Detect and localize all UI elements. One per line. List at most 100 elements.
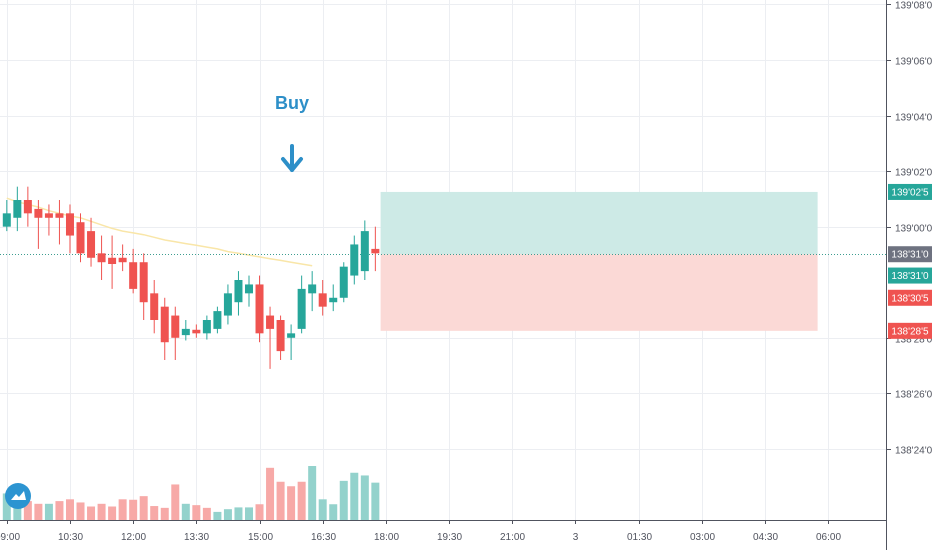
volume-bar	[139, 496, 148, 520]
candle[interactable]	[76, 213, 85, 263]
candle[interactable]	[318, 280, 327, 316]
volume-bar	[287, 486, 296, 520]
candle-body	[339, 266, 348, 298]
candle[interactable]	[44, 204, 53, 236]
price-tag: 138'31'0	[888, 246, 932, 263]
volume-bar	[108, 506, 117, 520]
volume-bar	[223, 509, 232, 520]
candle[interactable]	[213, 306, 222, 334]
y-axis-tick-label: 139'08'0	[895, 1, 932, 12]
candle[interactable]	[350, 235, 359, 285]
price-tag-background	[888, 322, 932, 339]
candle[interactable]	[287, 324, 296, 360]
x-axis-tick-label: 10:30	[58, 532, 83, 543]
x-axis-tick-label: 19:30	[437, 532, 462, 543]
candle-body	[266, 315, 275, 329]
candle-body	[76, 222, 85, 254]
candle[interactable]	[339, 262, 348, 303]
candle[interactable]	[23, 186, 32, 227]
buy-label: Buy	[275, 93, 309, 113]
candle-body	[13, 200, 22, 218]
volume-bar	[213, 511, 222, 520]
price-tag: 138'30'5	[888, 289, 932, 306]
candle-body	[44, 213, 53, 218]
candle[interactable]	[202, 315, 211, 340]
candle[interactable]	[329, 284, 338, 312]
candle[interactable]	[139, 253, 148, 320]
candle[interactable]	[129, 248, 138, 294]
profit-zone[interactable]	[380, 191, 818, 255]
candle-body	[160, 306, 169, 343]
volume-bar	[150, 506, 159, 520]
candle-body	[65, 213, 74, 236]
candle-body	[97, 253, 106, 263]
volume-bar	[65, 499, 74, 520]
candle[interactable]	[266, 306, 275, 369]
candle[interactable]	[150, 280, 159, 334]
x-axis-tick-label: 13:30	[184, 532, 209, 543]
candle[interactable]	[108, 235, 117, 289]
volume-bar	[171, 484, 180, 520]
candle[interactable]	[13, 186, 22, 232]
candle[interactable]	[297, 275, 306, 334]
loss-zone[interactable]	[380, 254, 818, 331]
x-axis-tick-label: 15:00	[248, 532, 273, 543]
candle[interactable]	[360, 220, 369, 280]
volume-bar	[276, 481, 285, 520]
volume-bar	[160, 507, 169, 520]
volume-bar	[360, 475, 369, 520]
candle-body	[129, 262, 138, 289]
y-axis-tick-label: 138'24'0	[895, 446, 932, 457]
candle-body	[371, 248, 380, 254]
y-axis-tick-label: 139'00'0	[895, 224, 932, 235]
price-tag-background	[888, 246, 932, 263]
candle[interactable]	[244, 275, 253, 307]
candle[interactable]	[308, 271, 317, 312]
volume-bar	[308, 466, 317, 520]
candles[interactable]	[2, 186, 380, 369]
candle[interactable]	[276, 315, 285, 360]
moving-average-line	[6, 197, 313, 267]
candle-body	[308, 284, 317, 294]
candle[interactable]	[65, 204, 74, 254]
candle[interactable]	[55, 200, 64, 245]
x-axis-tick-label: 03:00	[690, 532, 715, 543]
position-zones[interactable]	[380, 191, 818, 331]
volume-bar	[34, 503, 43, 520]
volume-bar	[23, 501, 32, 520]
candle[interactable]	[118, 244, 127, 272]
candle[interactable]	[181, 320, 190, 341]
candle-body	[287, 333, 296, 338]
price-tag-background	[888, 183, 932, 200]
candle[interactable]	[160, 297, 169, 360]
candle[interactable]	[2, 200, 11, 232]
candle[interactable]	[192, 324, 201, 338]
candle-body	[297, 288, 306, 329]
x-axis-tick-label: 18:00	[374, 532, 399, 543]
x-axis-tick-label: 21:00	[500, 532, 525, 543]
y-axis-tick-label: 139'02'0	[895, 168, 932, 179]
x-axis-tick-label: 12:00	[121, 532, 146, 543]
candle[interactable]	[234, 271, 243, 316]
candle[interactable]	[87, 217, 96, 267]
volume-bar	[55, 501, 64, 520]
candle[interactable]	[255, 275, 264, 343]
candle[interactable]	[223, 284, 232, 325]
tradingview-logo-icon[interactable]	[5, 483, 31, 509]
volume-bar	[2, 493, 11, 520]
arrow-down-icon	[281, 144, 303, 172]
candle-body	[202, 320, 211, 334]
candle[interactable]	[371, 226, 380, 272]
candle[interactable]	[97, 235, 106, 280]
candle-body	[192, 329, 201, 334]
candle-body	[234, 280, 243, 303]
candle[interactable]	[171, 306, 180, 360]
candle[interactable]	[34, 200, 43, 249]
candle-body	[213, 311, 222, 329]
volume-bar	[244, 507, 253, 520]
price-tag-background	[888, 289, 932, 306]
volume-bar	[329, 504, 338, 520]
